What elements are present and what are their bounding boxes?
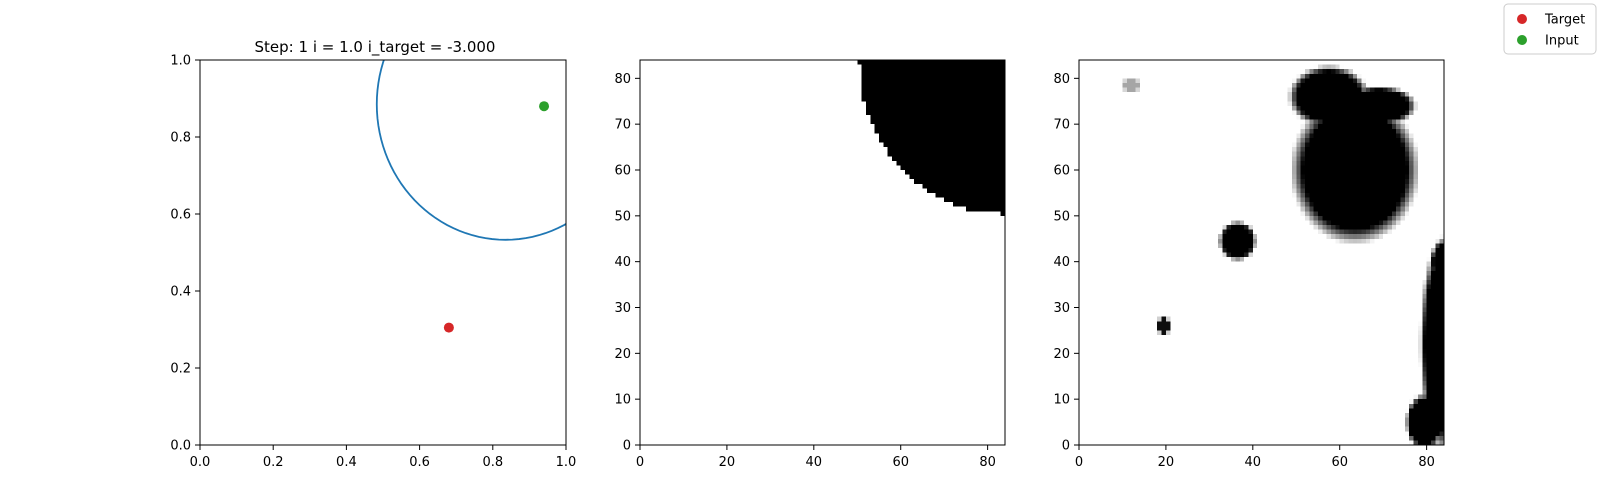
y-tick-label: 60 <box>614 164 631 179</box>
input-point <box>539 101 550 112</box>
panel-3-image <box>1079 60 1444 445</box>
legend-input-marker <box>1517 35 1527 45</box>
x-tick-label: 0.0 <box>190 455 211 470</box>
heatmap-image <box>1079 60 1444 445</box>
x-tick-label: 0 <box>1075 455 1083 470</box>
x-tick-label: 0.6 <box>409 455 430 470</box>
x-tick-label: 40 <box>1245 455 1262 470</box>
x-tick-label: 0.4 <box>336 455 357 470</box>
scatter-panel: Step: 1 i = 1.0 i_target = -3.000 0.0 0.2… <box>170 38 577 470</box>
legend-target-label: Target <box>1544 13 1585 28</box>
panel-2-image <box>640 60 1005 445</box>
x-tick-label: 0.2 <box>263 455 284 470</box>
heatmap-image <box>640 60 1005 445</box>
x-tick-label: 0.8 <box>482 455 503 470</box>
x-tick-label: 20 <box>1158 455 1175 470</box>
y-tick-label: 0.2 <box>170 362 191 377</box>
x-tick-label: 60 <box>1331 455 1348 470</box>
y-tick-label: 70 <box>1053 118 1070 133</box>
y-tick-label: 0 <box>1062 439 1070 454</box>
panel-1-frame <box>199 59 567 446</box>
legend-box <box>1503 3 1597 55</box>
panel-2-y-axis: 0 10 20 30 40 50 60 70 80 <box>614 72 640 454</box>
y-tick-label: 30 <box>1053 301 1070 316</box>
y-tick-label: 0.6 <box>170 208 191 223</box>
panel-3-x-axis: 0 20 40 60 80 <box>1075 445 1435 470</box>
x-tick-label: 80 <box>979 455 996 470</box>
heatmap-panel-3: 0 20 40 60 80 0 10 20 30 40 50 60 70 80 <box>1053 59 1445 470</box>
x-tick-label: 20 <box>719 455 736 470</box>
circle-line <box>375 60 566 241</box>
target-point <box>443 322 454 333</box>
x-tick-label: 60 <box>892 455 909 470</box>
panel-1-x-axis: 0.0 0.2 0.4 0.6 0.8 1.0 <box>190 445 577 470</box>
panel-1-marks <box>375 60 566 333</box>
y-tick-label: 0.0 <box>170 439 191 454</box>
panel-2-x-axis: 0 20 40 60 80 <box>636 445 996 470</box>
panel-1-y-axis: 0.0 0.2 0.4 0.6 0.8 1.0 <box>170 54 200 454</box>
y-tick-label: 40 <box>1053 255 1070 270</box>
y-tick-label: 1.0 <box>170 54 191 69</box>
y-tick-label: 80 <box>1053 72 1070 87</box>
y-tick-label: 10 <box>1053 393 1070 408</box>
y-tick-label: 30 <box>614 301 631 316</box>
y-tick-label: 50 <box>614 209 631 224</box>
y-tick-label: 0.4 <box>170 285 191 300</box>
y-tick-label: 20 <box>1053 347 1070 362</box>
x-tick-label: 0 <box>636 455 644 470</box>
heatmap-panel-2: 0 20 40 60 80 0 10 20 30 40 50 60 70 80 <box>614 59 1006 470</box>
y-tick-label: 0 <box>623 439 631 454</box>
figure-legend: Target Input <box>1503 3 1597 55</box>
y-tick-label: 70 <box>614 118 631 133</box>
panel-3-y-axis: 0 10 20 30 40 50 60 70 80 <box>1053 72 1079 454</box>
y-tick-label: 60 <box>1053 164 1070 179</box>
panel-3-frame <box>1078 59 1445 446</box>
y-tick-label: 40 <box>614 255 631 270</box>
y-tick-label: 80 <box>614 72 631 87</box>
panel-1-title: Step: 1 i = 1.0 i_target = -3.000 <box>255 38 496 57</box>
legend-target-marker <box>1517 14 1527 24</box>
y-tick-label: 0.8 <box>170 131 191 146</box>
panel-2-frame <box>639 59 1006 446</box>
x-tick-label: 40 <box>806 455 823 470</box>
y-tick-label: 20 <box>614 347 631 362</box>
y-tick-label: 10 <box>614 393 631 408</box>
legend-input-label: Input <box>1545 34 1579 49</box>
y-tick-label: 50 <box>1053 209 1070 224</box>
x-tick-label: 80 <box>1418 455 1435 470</box>
x-tick-label: 1.0 <box>556 455 577 470</box>
